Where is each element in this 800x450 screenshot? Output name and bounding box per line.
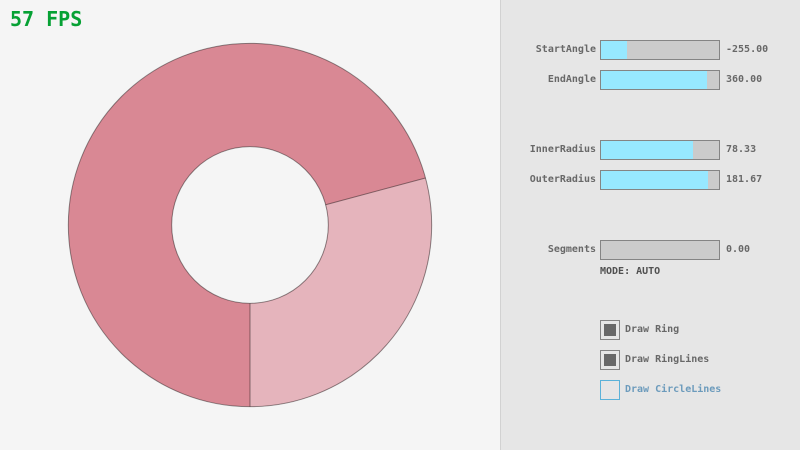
- fps-counter: 57 FPS: [10, 7, 83, 31]
- slider-inner-radius-fill[interactable]: [601, 141, 693, 159]
- checkbox-row-draw-ringlines[interactable]: Draw RingLines: [600, 350, 760, 370]
- slider-end-angle[interactable]: EndAngle 360.00: [548, 70, 762, 90]
- draw-circlelines-checkbox[interactable]: [600, 380, 620, 400]
- slider-outer-radius[interactable]: OuterRadius 181.67: [530, 170, 762, 190]
- slider-segments-label: Segments: [547, 244, 596, 255]
- slider-end-angle-label: EndAngle: [547, 74, 596, 85]
- draw-ring-label: Draw Ring: [625, 324, 680, 335]
- draw-ringlines-checkbox[interactable]: [600, 350, 620, 370]
- slider-end-angle-fill[interactable]: [601, 71, 707, 89]
- slider-start-angle-label: StartAngle: [535, 44, 596, 55]
- slider-start-angle-fill[interactable]: [601, 41, 627, 59]
- slider-inner-radius[interactable]: InnerRadius 78.33: [530, 140, 756, 160]
- slider-inner-radius-value: 78.33: [726, 144, 757, 155]
- slider-outer-radius-label: OuterRadius: [529, 174, 596, 185]
- draw-ringlines-label: Draw RingLines: [625, 354, 710, 365]
- slider-end-angle-value: 360.00: [726, 74, 763, 85]
- check-mark-icon: [604, 324, 616, 336]
- segments-mode-label: MODE: AUTO: [600, 266, 661, 277]
- check-mark-icon: [604, 354, 616, 366]
- slider-segments[interactable]: Segments 0.00: [548, 240, 750, 260]
- draw-ring-checkbox[interactable]: [600, 320, 620, 340]
- slider-outer-radius-fill[interactable]: [601, 171, 708, 189]
- panel-divider: [500, 0, 501, 450]
- slider-inner-radius-label: InnerRadius: [529, 144, 596, 155]
- slider-start-angle-value: -255.00: [726, 44, 769, 55]
- draw-circlelines-label: Draw CircleLines: [625, 384, 722, 395]
- slider-outer-radius-value: 181.67: [726, 174, 763, 185]
- slider-start-angle[interactable]: StartAngle -255.00: [536, 40, 768, 60]
- checkbox-row-draw-circlelines[interactable]: Draw CircleLines: [600, 380, 760, 400]
- checkbox-row-draw-ring[interactable]: Draw Ring: [600, 320, 760, 340]
- slider-segments-value: 0.00: [726, 244, 751, 255]
